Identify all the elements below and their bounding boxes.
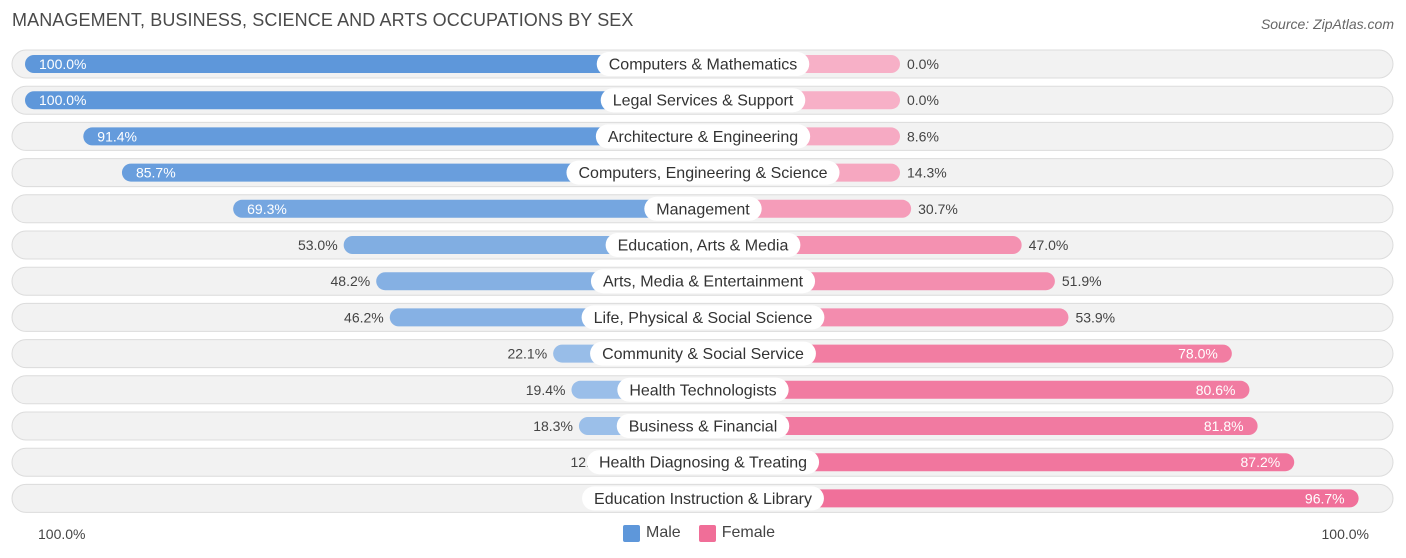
category-label-pill bbox=[600, 88, 806, 113]
value-label-male: 18.3% bbox=[533, 418, 573, 434]
category-label: Business & Financial bbox=[629, 419, 778, 436]
category-label-pill bbox=[605, 233, 801, 257]
axis-right-label: 100.0% bbox=[1321, 526, 1369, 542]
category-label: Computers & Mathematics bbox=[609, 57, 798, 74]
category-label: Legal Services & Support bbox=[613, 93, 794, 110]
category-label: Health Diagnosing & Treating bbox=[599, 455, 807, 472]
bar-female bbox=[703, 417, 1258, 435]
value-label-female: 80.6% bbox=[1196, 382, 1236, 398]
category-label-pill bbox=[566, 160, 840, 185]
value-label-female: 0.0% bbox=[907, 92, 939, 108]
value-label-male: 22.1% bbox=[507, 346, 547, 362]
value-label-female: 78.0% bbox=[1178, 346, 1218, 362]
value-label-female: 14.3% bbox=[907, 165, 947, 181]
value-label-female: 30.7% bbox=[918, 201, 958, 217]
category-label: Health Technologists bbox=[629, 382, 776, 399]
bar-male bbox=[121, 163, 704, 182]
bar-male bbox=[25, 55, 703, 73]
bar-female bbox=[703, 453, 1295, 472]
value-label-male: 91.4% bbox=[97, 128, 137, 144]
category-label-pill bbox=[595, 124, 811, 149]
category-label: Education Instruction & Library bbox=[594, 491, 812, 508]
category-label-pill bbox=[582, 486, 824, 511]
category-label-pill bbox=[617, 377, 789, 402]
value-label-female: 47.0% bbox=[1029, 237, 1069, 253]
category-label: Community & Social Service bbox=[602, 346, 804, 363]
category-label: Management bbox=[656, 201, 750, 218]
value-label-male: 69.3% bbox=[247, 201, 287, 217]
category-label-pill bbox=[616, 414, 790, 438]
value-label-female: 96.7% bbox=[1305, 490, 1345, 506]
axis-left-label: 100.0% bbox=[38, 526, 86, 542]
value-label-female: 51.9% bbox=[1062, 273, 1102, 289]
source-label: Source: ZipAtlas.com bbox=[1260, 16, 1394, 32]
category-label-pill bbox=[644, 196, 762, 221]
legend: Male Female bbox=[623, 524, 785, 542]
bar-female bbox=[703, 344, 1232, 363]
legend-item-female: Female bbox=[698, 524, 776, 542]
category-label: Arts, Media & Entertainment bbox=[603, 274, 804, 291]
category-label: Computers, Engineering & Science bbox=[578, 165, 827, 182]
value-label-male: 46.2% bbox=[344, 309, 384, 325]
legend-label-female: Female bbox=[721, 524, 776, 541]
legend-swatch-female bbox=[698, 524, 716, 542]
value-label-male: 53.0% bbox=[298, 237, 338, 253]
value-label-female: 0.0% bbox=[907, 56, 939, 72]
category-label-pill bbox=[590, 269, 816, 294]
chart-title: MANAGEMENT, BUSINESS, SCIENCE AND ARTS O… bbox=[12, 10, 634, 30]
category-label-pill bbox=[596, 52, 810, 76]
category-label-pill bbox=[581, 305, 825, 330]
bar-male bbox=[83, 127, 704, 146]
legend-label-male: Male bbox=[646, 524, 681, 541]
chart-plot: 100.0% 0.0% Computers & Mathematics 100.0% 0… bbox=[11, 49, 1394, 513]
category-label: Education, Arts & Media bbox=[618, 238, 789, 255]
value-label-male: 48.2% bbox=[331, 273, 371, 289]
value-label-male: 85.7% bbox=[136, 165, 176, 181]
value-label-female: 53.9% bbox=[1075, 309, 1115, 325]
legend-swatch-male bbox=[623, 524, 640, 542]
bar-female bbox=[703, 380, 1250, 399]
value-label-female: 81.8% bbox=[1204, 418, 1244, 434]
bar-female bbox=[703, 489, 1359, 508]
value-label-male: 100.0% bbox=[39, 56, 86, 72]
category-label-pill bbox=[586, 450, 820, 475]
value-label-female: 87.2% bbox=[1241, 454, 1281, 470]
legend-item-male: Male bbox=[623, 524, 681, 542]
value-label-male: 19.4% bbox=[526, 382, 566, 398]
category-label: Architecture & Engineering bbox=[608, 129, 798, 146]
value-label-male: 100.0% bbox=[39, 92, 86, 108]
category-label-pill bbox=[590, 341, 816, 366]
bar-male bbox=[233, 199, 703, 218]
value-label-female: 8.6% bbox=[907, 128, 939, 144]
category-label: Life, Physical & Social Science bbox=[594, 310, 813, 327]
bar-male bbox=[25, 91, 703, 110]
